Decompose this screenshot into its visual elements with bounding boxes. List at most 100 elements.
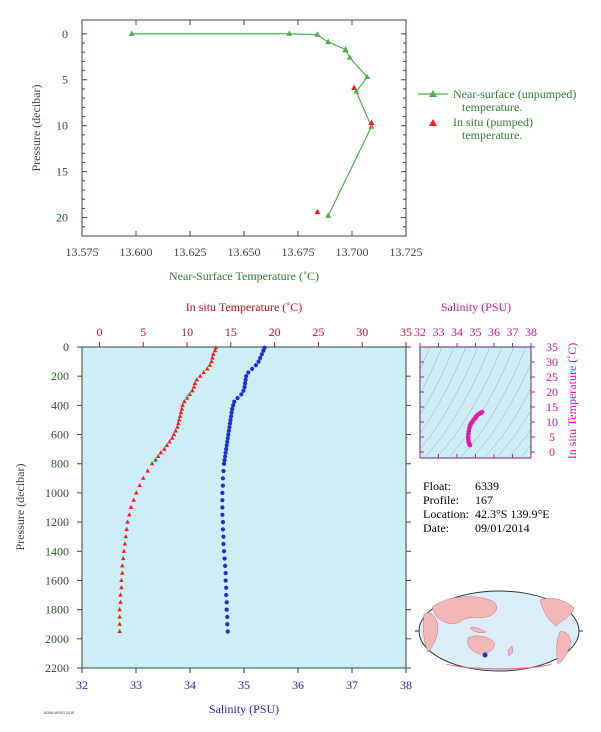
location-value: 42.3°S 139.9°E (475, 507, 550, 521)
temperature-point (194, 377, 199, 382)
pressure-tick-label: 0 (63, 340, 69, 354)
legend-label-unpumped-2: temperature. (462, 100, 522, 114)
salinity-point (226, 428, 231, 433)
unpumped-temperature-point (368, 123, 375, 129)
unpumped-temperature-point (342, 46, 349, 53)
salinity-point (222, 556, 227, 561)
temperature-point (120, 563, 125, 568)
temperature-point (211, 351, 216, 356)
temperature-point (149, 461, 155, 466)
top-x-tick-label: 13.625 (174, 245, 207, 259)
legend-label-pumped-2: temperature. (462, 128, 522, 142)
float-label: Float: (423, 479, 451, 493)
temperature-point (182, 399, 187, 404)
temperature-point (117, 621, 122, 626)
temperature-point (180, 402, 185, 407)
salinity-point (221, 541, 226, 547)
salinity-point (223, 450, 228, 455)
ts-y-tick-label: 30 (546, 355, 558, 369)
salinity-point (224, 447, 229, 452)
ts-x-tick-label: 34 (451, 325, 463, 339)
salinity-point (222, 457, 227, 463)
salinity-point (223, 578, 228, 583)
legend-marker-unpumped (429, 90, 437, 97)
salinity-point (220, 519, 226, 525)
map-land-new-zealand (507, 645, 514, 657)
pumped-temperature-point (314, 208, 321, 215)
map-land-africa (423, 612, 439, 653)
salinity-point (220, 483, 226, 488)
temperature-point (184, 395, 190, 400)
salinity-point (250, 366, 255, 371)
salinity-point (244, 374, 249, 379)
top-y-tick-label: 5 (62, 73, 68, 87)
temperature-point (121, 548, 127, 553)
pressure-tick-label: 1000 (45, 486, 69, 500)
legend-marker-pumped (429, 119, 437, 126)
salinity-point (225, 629, 230, 634)
top-x-tick-label: 13.725 (390, 245, 423, 259)
date-value: 09/01/2014 (475, 521, 530, 535)
temperature-point (187, 391, 192, 396)
salinity-point (225, 436, 230, 441)
profile-label: Profile: (423, 493, 459, 507)
salinity-point (226, 432, 231, 437)
temperature-point (190, 388, 195, 393)
isopycnal-line (507, 428, 531, 458)
temperature-point (122, 541, 128, 546)
salinity-point (225, 439, 230, 444)
profile-series (117, 345, 267, 634)
salinity-point (256, 359, 261, 364)
temperature-point (117, 607, 122, 612)
pumped-temperature-point (351, 84, 358, 91)
top-x-tick-label: 13.675 (282, 245, 315, 259)
isopycnal-line (420, 347, 479, 450)
isopycnal-line (420, 347, 443, 395)
temperature-point (137, 483, 143, 488)
temperature-point (179, 406, 185, 411)
temperature-point (118, 599, 123, 604)
salinity-point (220, 512, 225, 517)
pressure-tick-label: 1400 (45, 544, 69, 558)
pressure-tick-label: 600 (51, 428, 69, 442)
temperature-point (153, 457, 158, 462)
temperature-tick-label: 15 (225, 325, 237, 339)
salinity-point (223, 454, 228, 459)
temperature-point (175, 424, 180, 429)
ts-x-tick-label: 36 (488, 325, 500, 339)
temperature-point (192, 380, 198, 386)
world-map (415, 590, 583, 672)
top-y-tick-label: 20 (56, 211, 68, 225)
temperature-point (197, 373, 203, 378)
temperature-point (158, 450, 164, 455)
legend-label-unpumped-1: Near-surface (unpumped) (453, 87, 576, 101)
temperature-point (155, 453, 161, 458)
top-x-tick-label: 13.600 (120, 245, 153, 259)
unpumped-temperature-point (128, 30, 135, 36)
isopycnal-line (435, 347, 503, 458)
salinity-point (228, 414, 234, 419)
unpumped-temperature-point (314, 31, 321, 37)
pressure-axis-title: Pressure (decibar) (13, 464, 27, 551)
salinity-point (221, 461, 227, 466)
pressure-tick-label: 800 (51, 457, 69, 471)
temperature-tick-label: 30 (356, 325, 368, 339)
temperature-point (119, 577, 124, 583)
salinity-point (220, 476, 226, 481)
temperature-point (177, 413, 183, 418)
salinity-point (224, 600, 229, 605)
salinity-point (239, 392, 244, 397)
salinity-point (224, 592, 229, 598)
location-label: Location: (423, 507, 469, 521)
salinity-point (235, 395, 240, 401)
salinity-point (220, 498, 225, 503)
ts-x-ticks: 32 33 34 35 36 37 38 (414, 325, 537, 458)
temperature-point (212, 348, 218, 353)
ts-y-tick-label: 10 (546, 415, 558, 429)
salinity-point (253, 363, 258, 368)
salinity-point (221, 468, 226, 474)
salinity-point (224, 607, 229, 612)
temperature-point (201, 369, 206, 375)
temperature-axis-ticks: 0 5 10 15 20 25 30 35 (97, 325, 412, 347)
